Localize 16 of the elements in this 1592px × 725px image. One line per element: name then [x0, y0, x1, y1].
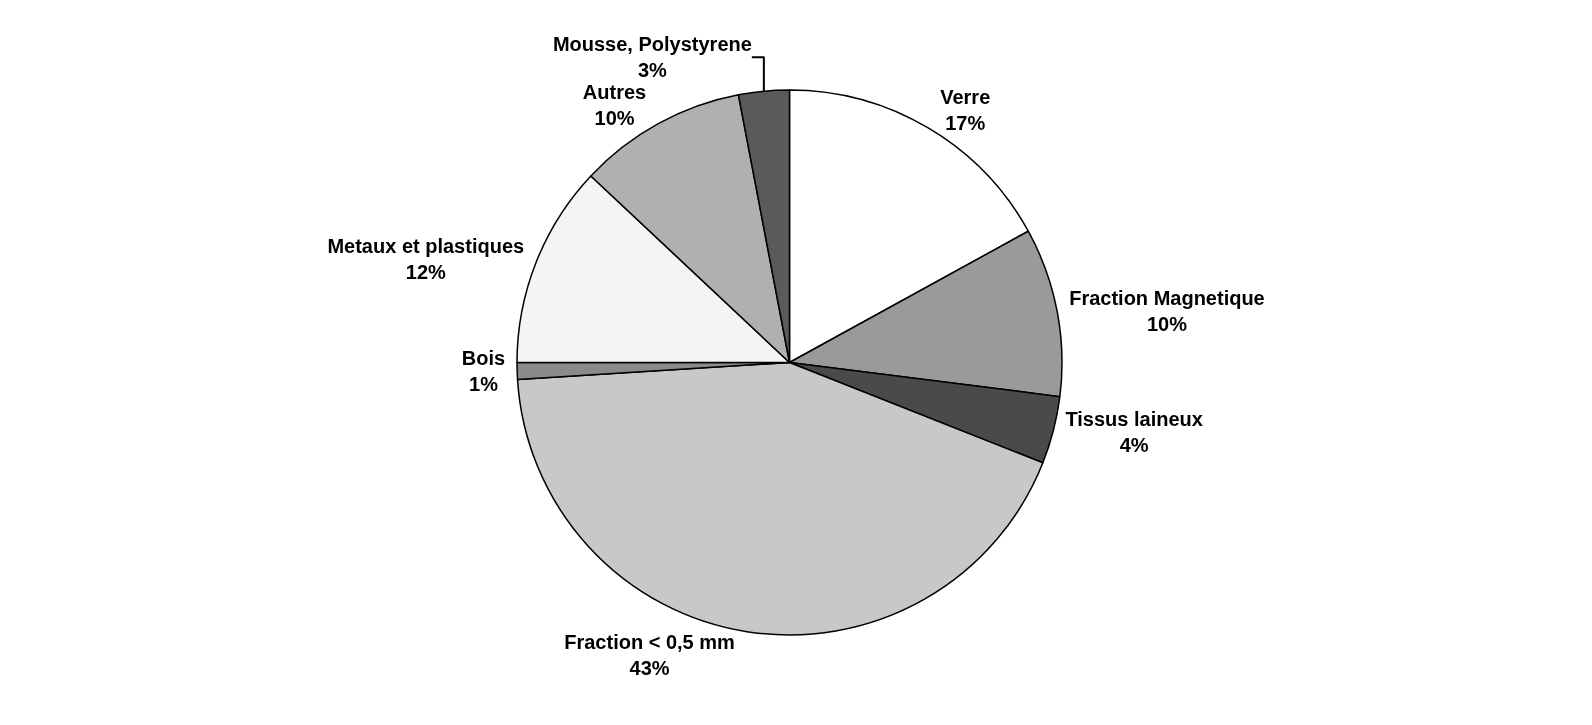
slice-label: Tissus laineux: [1065, 407, 1203, 430]
slice-label: Mousse, Polystyrene: [552, 33, 752, 56]
data-label: 10%: [594, 107, 635, 130]
data-label: 12%: [405, 260, 447, 283]
data-label: 43%: [629, 657, 670, 680]
data-label: 3%: [637, 59, 668, 82]
data-label: 17%: [945, 112, 986, 135]
data-label: 1%: [469, 373, 499, 396]
slice-label: Verre: [940, 86, 991, 109]
slice-label: Fraction Magnetique: [1069, 286, 1265, 309]
slice-label: Fraction < 0,5 mm: [564, 631, 735, 654]
data-label: 4%: [1119, 433, 1149, 456]
slice-label: Autres: [582, 81, 647, 104]
slice-label: Metaux et plastiques: [327, 234, 525, 257]
data-label: 10%: [1146, 312, 1188, 335]
slice-label: Bois: [461, 347, 506, 370]
